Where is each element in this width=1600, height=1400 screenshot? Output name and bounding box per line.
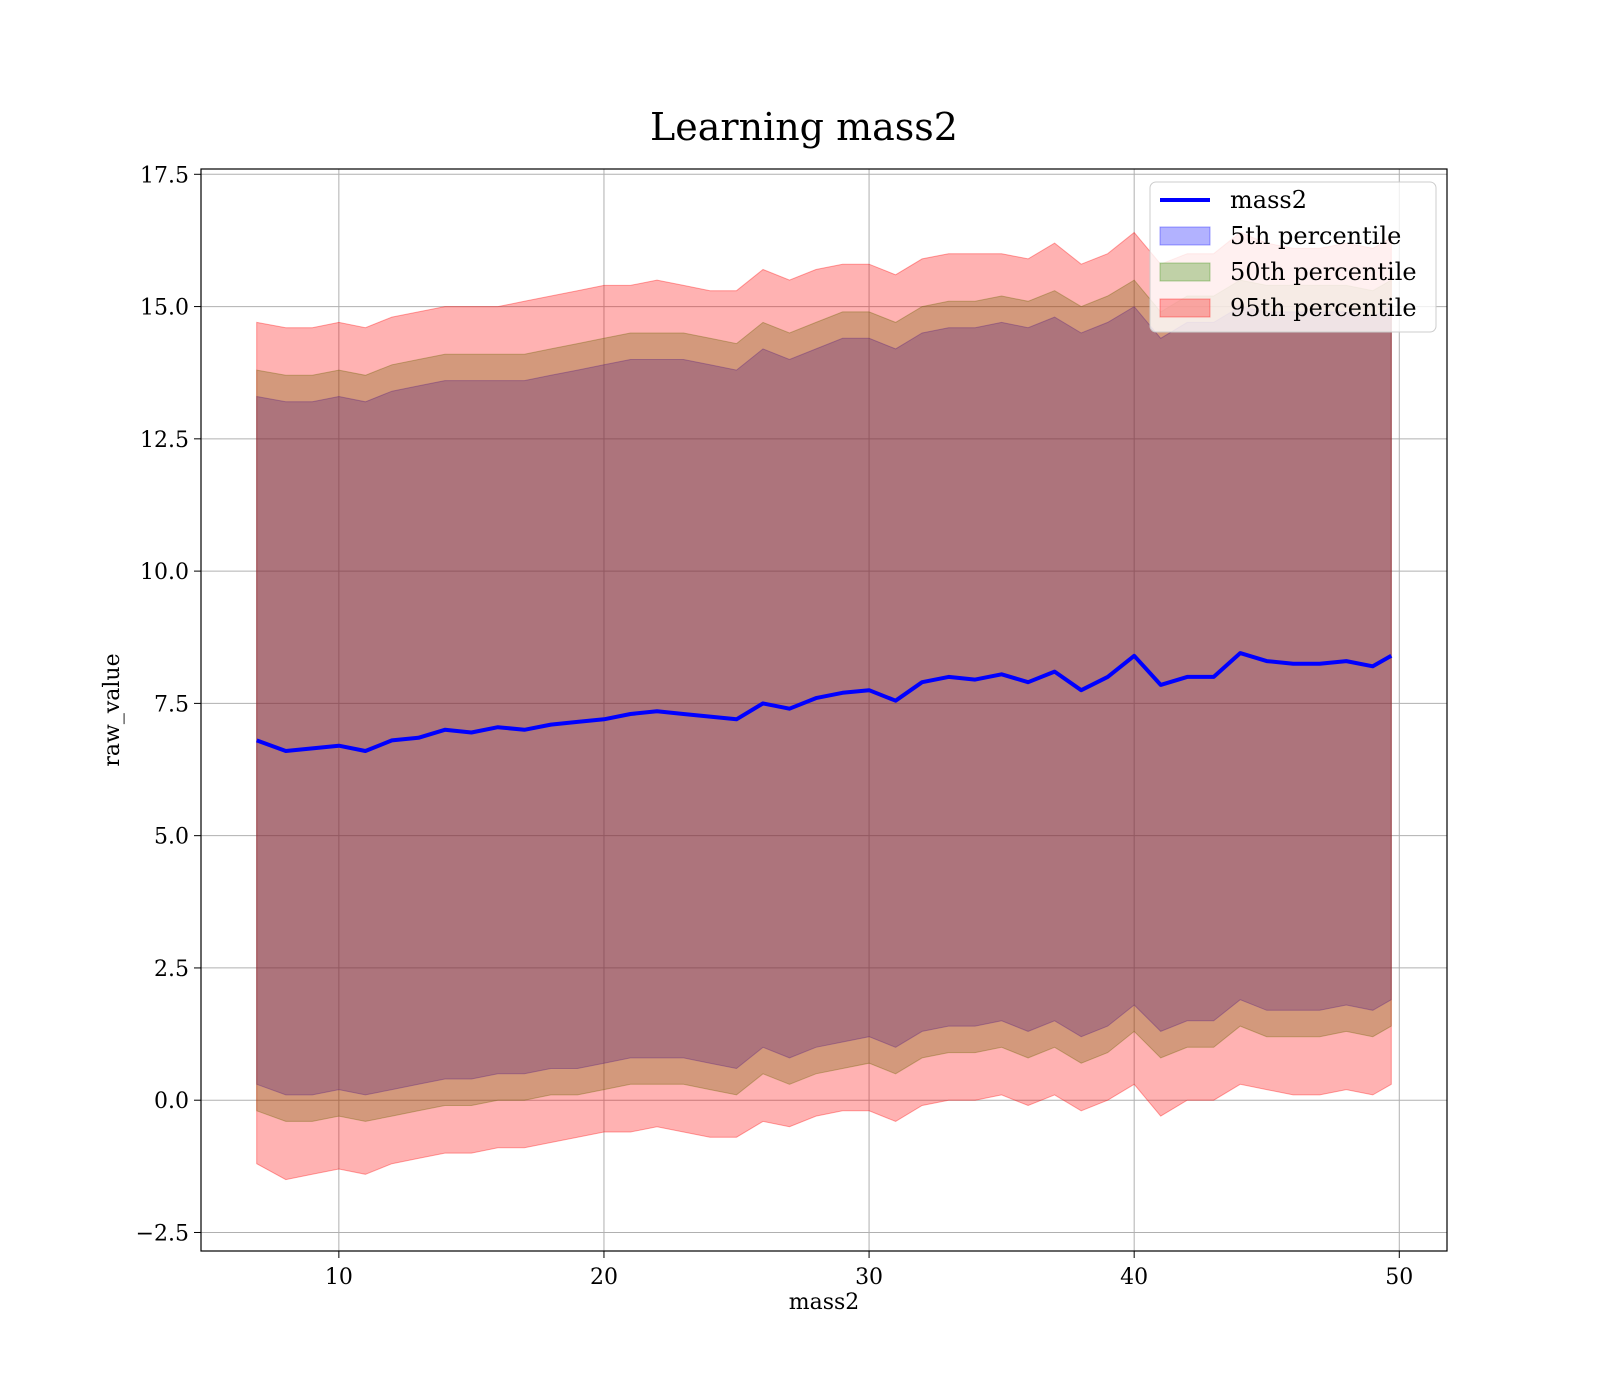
x-tick-label: 20 [590, 1265, 618, 1290]
legend-box [1149, 181, 1437, 333]
legend-label: 5th percentile [1230, 222, 1401, 250]
series-lines [256, 651, 1393, 753]
line-mass2 [256, 651, 1393, 753]
legend-label: 95th percentile [1230, 294, 1417, 322]
y-tick-label: 15.0 [140, 296, 189, 321]
legend-entry: 50th percentile [1159, 258, 1417, 286]
percentile-bands [256, 231, 1392, 1181]
legend-label: mass2 [1230, 186, 1307, 214]
y-tick-label: 17.5 [140, 163, 189, 188]
legend-entry: mass2 [1160, 186, 1307, 214]
grid-lines [201, 169, 1447, 1251]
y-tick-label: −2.5 [136, 1221, 189, 1246]
legend-patch-swatch [1159, 298, 1211, 318]
band-95th-percentile [256, 231, 1392, 1181]
legend-label: 50th percentile [1230, 258, 1417, 286]
band-5th-percentile [256, 305, 1392, 1096]
y-axis-label: raw_value [100, 653, 125, 766]
legend-patch-swatch [1159, 262, 1211, 282]
legend-items: mass2 5th percentile 50th percentile 95th p… [1159, 186, 1417, 322]
x-tick-label: 50 [1385, 1265, 1413, 1290]
legend-entry: 5th percentile [1159, 222, 1401, 250]
y-tick-label: 2.5 [154, 957, 189, 982]
band-50th-percentile [256, 279, 1392, 1122]
y-tick-label: 7.5 [154, 692, 189, 717]
x-axis-ticks: 10 20 30 40 50 [325, 1251, 1413, 1290]
x-tick-label: 10 [325, 1265, 353, 1290]
y-tick-label: 10.0 [140, 560, 189, 585]
legend-entry: 95th percentile [1159, 294, 1417, 322]
y-axis-ticks: −2.5 0.0 2.5 5.0 7.5 10.0 12.5 15.0 17.5 [136, 163, 201, 1246]
x-tick-label: 40 [1120, 1265, 1148, 1290]
x-tick-label: 30 [855, 1265, 883, 1290]
x-axis-label: mass2 [789, 1290, 860, 1315]
plot-frame [200, 168, 1448, 1252]
y-tick-label: 5.0 [154, 825, 189, 850]
legend: mass2 5th percentile 50th percentile 95th p… [1149, 181, 1437, 333]
legend-patch-swatch [1159, 226, 1211, 246]
y-tick-label: 0.0 [154, 1089, 189, 1114]
chart-title: Learning mass2 [650, 105, 958, 149]
y-tick-label: 12.5 [140, 428, 189, 453]
